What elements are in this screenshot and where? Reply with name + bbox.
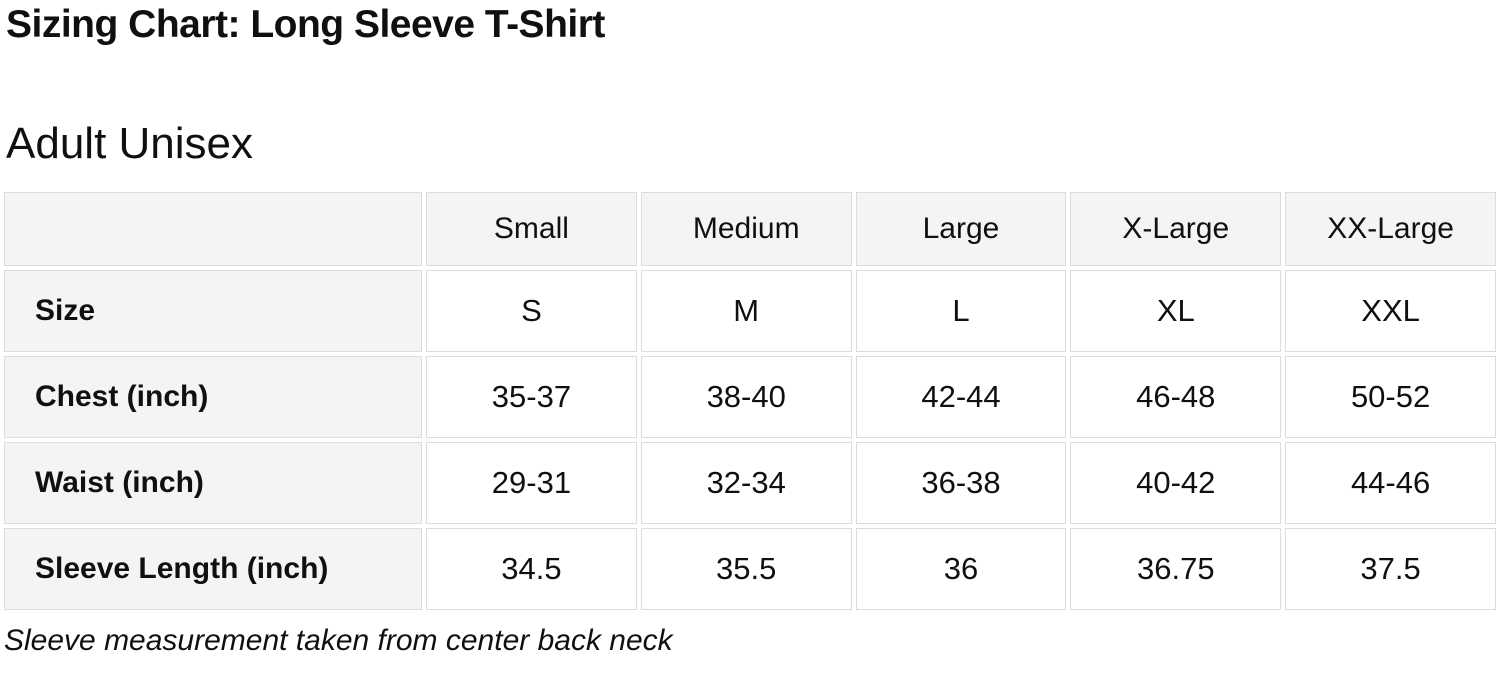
row-label-waist: Waist (inch)	[4, 442, 423, 524]
row-label-chest: Chest (inch)	[4, 356, 423, 438]
size-value-xx-large: XXL	[1285, 270, 1496, 352]
column-header-xx-large: XX-Large	[1285, 192, 1496, 266]
size-value-x-large: XL	[1070, 270, 1282, 352]
column-header-small: Small	[426, 192, 637, 266]
row-label-size: Size	[4, 270, 423, 352]
column-header-x-large: X-Large	[1070, 192, 1282, 266]
sleeve-value-x-large: 36.75	[1070, 528, 1282, 610]
size-value-small: S	[426, 270, 637, 352]
page-title: Sizing Chart: Long Sleeve T-Shirt	[6, 3, 605, 46]
corner-cell	[4, 192, 423, 266]
table-row-waist: Waist (inch) 29-31 32-34 36-38 40-42 44-…	[4, 442, 1496, 524]
footnote: Sleeve measurement taken from center bac…	[4, 624, 673, 657]
row-label-sleeve-length: Sleeve Length (inch)	[4, 528, 423, 610]
section-heading: Adult Unisex	[6, 119, 254, 168]
sleeve-value-xx-large: 37.5	[1285, 528, 1496, 610]
chest-value-x-large: 46-48	[1070, 356, 1282, 438]
table-row-chest: Chest (inch) 35-37 38-40 42-44 46-48 50-…	[4, 356, 1496, 438]
waist-value-xx-large: 44-46	[1285, 442, 1496, 524]
chest-value-medium: 38-40	[640, 356, 852, 438]
size-value-medium: M	[640, 270, 852, 352]
waist-value-large: 36-38	[855, 442, 1067, 524]
column-header-medium: Medium	[640, 192, 852, 266]
waist-value-x-large: 40-42	[1070, 442, 1282, 524]
table-row-sleeve-length: Sleeve Length (inch) 34.5 35.5 36 36.75 …	[4, 528, 1496, 610]
sleeve-value-large: 36	[855, 528, 1067, 610]
chest-value-large: 42-44	[855, 356, 1067, 438]
column-header-large: Large	[855, 192, 1067, 266]
sleeve-value-medium: 35.5	[640, 528, 852, 610]
waist-value-medium: 32-34	[640, 442, 852, 524]
table-row-size: Size S M L XL XXL	[4, 270, 1496, 352]
sizing-table: Small Medium Large X-Large XX-Large Size…	[0, 188, 1500, 614]
size-value-large: L	[855, 270, 1067, 352]
table-header-row: Small Medium Large X-Large XX-Large	[4, 192, 1496, 266]
waist-value-small: 29-31	[426, 442, 637, 524]
chest-value-xx-large: 50-52	[1285, 356, 1496, 438]
sleeve-value-small: 34.5	[426, 528, 637, 610]
chest-value-small: 35-37	[426, 356, 637, 438]
